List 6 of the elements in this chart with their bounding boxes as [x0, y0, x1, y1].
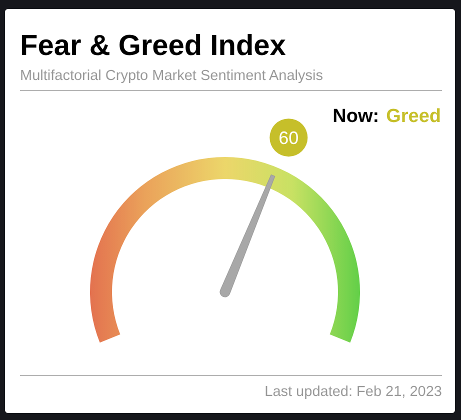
data-label: 60 — [278, 128, 299, 148]
text: Greed — [386, 106, 441, 127]
text: Last updated: Feb 21, 2023 — [264, 384, 442, 400]
text: Now: — [332, 106, 380, 127]
text: Multifactorial Crypto Market Sentiment Analysis — [20, 68, 323, 84]
text: Fear & Greed Index — [20, 30, 286, 62]
